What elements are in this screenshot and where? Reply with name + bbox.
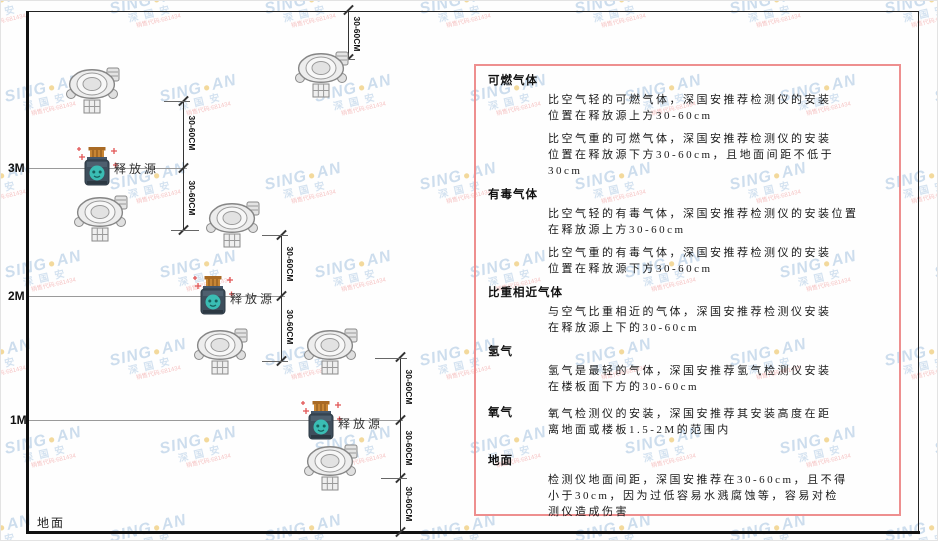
ground-label: 地面 [37, 516, 66, 530]
section-paragraph: 比空气重的可燃气体，深国安推荐检测仪的安装 位置在释放源下方30-60cm，且地… [548, 133, 835, 177]
section-heading: 地面 [488, 455, 513, 467]
dimension-extension [164, 101, 190, 102]
dimension-line [281, 235, 282, 361]
axis-label-1m: 1M [10, 413, 27, 427]
release-source-label: 释放源 [230, 292, 276, 306]
gas-detector-icon [71, 195, 129, 243]
level-line-1m [29, 420, 403, 421]
ceiling-line [26, 11, 919, 12]
section-heading: 有毒气体 [488, 189, 538, 201]
section-paragraph: 检测仪地面间距，深国安推荐在30-60cm，且不得 小于30cm，因为过低容易水… [548, 474, 848, 518]
level-line-2m [29, 296, 285, 297]
gas-detector-icon [203, 201, 261, 249]
section-heading: 比重相近气体 [488, 287, 563, 299]
section-oxygen: 氧气 氧气检测仪的安装，深国安推荐其安装高度在距 离地面或楼板1.5-2M的范围… [488, 406, 889, 438]
dimension-label: 30-60CM [404, 430, 414, 466]
dimension-label: 30-60CM [352, 16, 362, 52]
release-source-icon [299, 401, 343, 443]
dimension-label: 30-60CM [285, 246, 295, 282]
dimension-extension [262, 361, 288, 362]
section-heading: 氢气 [488, 346, 513, 358]
dimension-label: 30-60CM [404, 486, 414, 522]
release-source-label: 释放源 [114, 162, 160, 176]
section-heading: 氧气 [488, 407, 513, 419]
dimension-extension [171, 230, 199, 231]
release-source-label: 释放源 [338, 417, 384, 431]
dimension-line [400, 357, 401, 533]
dimension-label: 30-60CM [285, 309, 295, 345]
axis-label-3m: 3M [8, 161, 25, 175]
release-source-icon [75, 147, 119, 189]
section-paragraph: 氢气是最轻的气体，深国安推荐氢气检测仪安装 在楼板面下方的30-60cm [548, 365, 832, 393]
left-wall-line [26, 11, 29, 533]
section-paragraph: 与空气比重相近的气体，深国安推荐检测仪安装 在释放源上下的30-60cm [548, 306, 832, 334]
dimension-extension [262, 235, 288, 236]
section-heading: 可燃气体 [488, 75, 538, 87]
section-paragraph: 比空气轻的有毒气体，深国安推荐检测仪的安装位置 在释放源上方30-60cm [548, 208, 859, 236]
dimension-label: 30-60CM [404, 369, 414, 405]
section-paragraph: 比空气重的有毒气体，深国安推荐检测仪的安装 位置在释放源下方30-60cm [548, 247, 832, 275]
dimension-extension [381, 478, 407, 479]
gas-detector-icon [191, 328, 249, 376]
section-paragraph: 比空气轻的可燃气体，深国安推荐检测仪的安装 位置在释放源上方30-60cm [548, 94, 832, 122]
release-source-icon [191, 276, 235, 318]
gas-detector-icon [292, 51, 350, 99]
gas-detector-icon [63, 67, 121, 115]
section-paragraph: 氧气检测仪的安装，深国安推荐其安装高度在距 离地面或楼板1.5-2M的范围内 [548, 408, 832, 436]
gas-detector-icon [301, 328, 359, 376]
dimension-label: 30-60CM [187, 180, 197, 216]
gas-detector-icon [301, 444, 359, 492]
dimension-label: 30-60CM [187, 115, 197, 151]
dimension-line [348, 10, 349, 59]
axis-label-2m: 2M [8, 289, 25, 303]
info-panel: 可燃气体 比空气轻的可燃气体，深国安推荐检测仪的安装 位置在释放源上方30-60… [474, 64, 901, 518]
right-frame-line [918, 11, 919, 533]
dimension-extension [375, 358, 407, 359]
ground-line [26, 531, 920, 534]
